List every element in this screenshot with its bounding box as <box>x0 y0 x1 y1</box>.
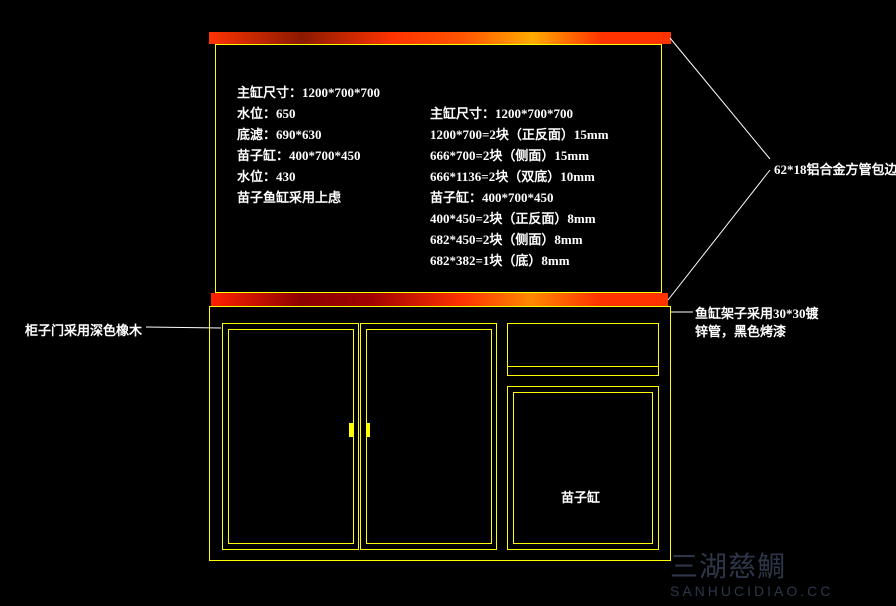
spec-l3: 底滤：690*630 <box>237 124 380 145</box>
specr-l2: 1200*700=2块（正反面）15mm <box>430 124 609 145</box>
specr-l8: 682*382=1块（底）8mm <box>430 250 609 271</box>
annot-cabinet-door: 柜子门采用深色橡木 <box>25 320 142 339</box>
main-tank-spec-right: 主缸尺寸：1200*700*700 1200*700=2块（正反面）15mm 6… <box>430 103 609 271</box>
watermark-en: SANHUCIDIAO.CC <box>670 583 833 599</box>
specr-l5: 苗子缸：400*700*450 <box>430 187 609 208</box>
specr-l4: 666*1136=2块（双底）10mm <box>430 166 609 187</box>
fry-tank-label: 苗子缸 <box>561 487 600 506</box>
mid-trim-bar <box>211 293 668 306</box>
spec-l1: 主缸尺寸：1200*700*700 <box>237 82 380 103</box>
specr-l1: 主缸尺寸：1200*700*700 <box>430 103 609 124</box>
fry-tank-inner <box>513 392 653 544</box>
door-handle-left <box>349 423 353 437</box>
specr-l6: 400*450=2块（正反面）8mm <box>430 208 609 229</box>
specr-l3: 666*700=2块（侧面）15mm <box>430 145 609 166</box>
door-handle-mid <box>366 423 370 437</box>
leader-top-right-lower <box>668 170 770 300</box>
specr-l7: 682*450=2块（侧面）8mm <box>430 229 609 250</box>
spec-l4: 苗子缸：400*700*450 <box>237 145 380 166</box>
annot-trim-tube: 62*18铝合金方管包边 <box>774 159 896 178</box>
main-tank-spec-left: 主缸尺寸：1200*700*700 水位：650 底滤：690*630 苗子缸：… <box>237 82 380 208</box>
spec-l2: 水位：650 <box>237 103 380 124</box>
right-top-shelf <box>507 366 659 376</box>
watermark: 三湖慈鯛 SANHUCIDIAO.CC <box>670 545 833 599</box>
top-trim-bar <box>209 32 671 44</box>
annot-frame-l2: 锌管，黑色烤漆 <box>695 323 819 341</box>
spec-l6: 苗子鱼缸采用上虑 <box>237 187 380 208</box>
spec-l5: 水位：430 <box>237 166 380 187</box>
annot-frame-tube: 鱼缸架子采用30*30镀 锌管，黑色烤漆 <box>695 305 819 341</box>
mid-door-inner <box>366 329 492 544</box>
annot-frame-l1: 鱼缸架子采用30*30镀 <box>695 305 819 323</box>
left-door-inner <box>228 329 354 544</box>
watermark-cn: 三湖慈鯛 <box>670 545 833 585</box>
leader-top-right-upper <box>670 38 770 159</box>
